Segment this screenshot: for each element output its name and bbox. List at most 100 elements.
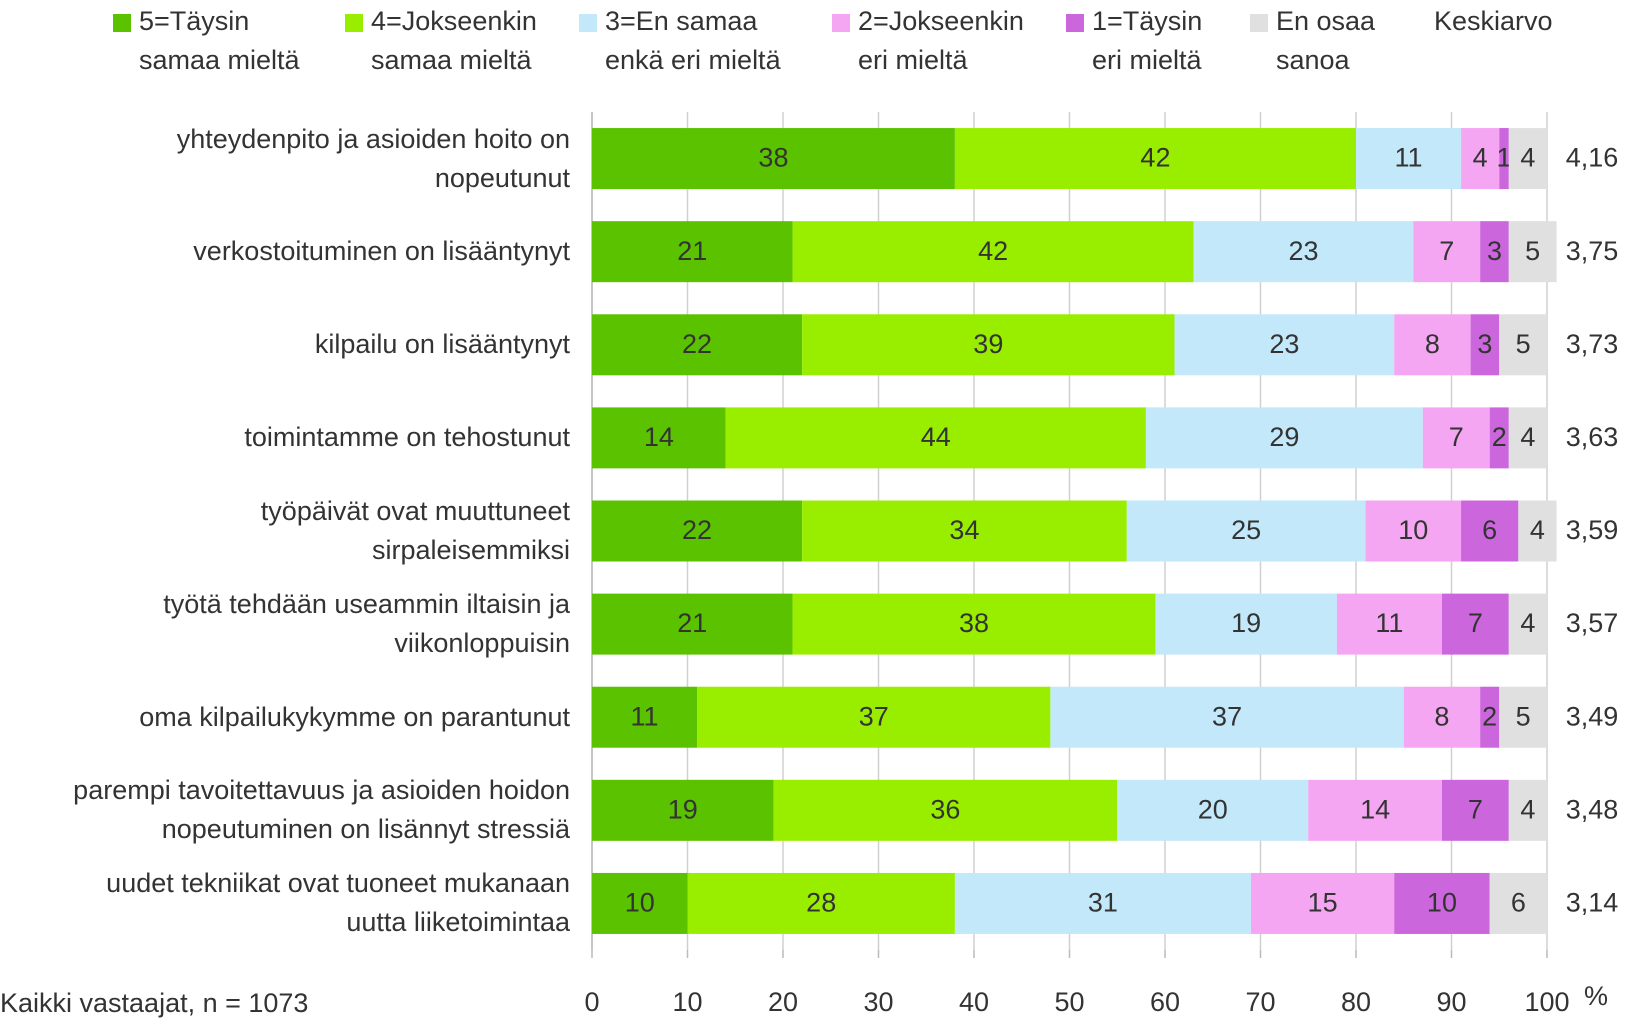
data-label: 4 (1520, 794, 1535, 824)
data-label: 37 (859, 701, 889, 731)
x-tick-label: 90 (1436, 987, 1466, 1017)
x-tick-label: 40 (959, 987, 989, 1017)
data-label: 39 (973, 329, 1003, 359)
bar-segment (592, 872, 688, 934)
data-label: 10 (1398, 515, 1428, 545)
data-label: 5 (1525, 236, 1540, 266)
data-label: 6 (1482, 515, 1497, 545)
average-label: 4,16 (1566, 143, 1619, 173)
y-tick-label: uudet tekniikat ovat tuoneet mukanaan uu… (106, 868, 570, 938)
bar-segment (592, 128, 955, 190)
data-label: 19 (1231, 608, 1261, 638)
data-label: 22 (682, 329, 712, 359)
bar-segment (1489, 872, 1547, 934)
average-label: 3,57 (1566, 608, 1619, 638)
data-label: 3 (1487, 236, 1502, 266)
bar-segment (1508, 779, 1547, 841)
bar-segment (725, 407, 1146, 469)
bar-segment (592, 221, 793, 283)
y-tick-label: kilpailu on lisääntynyt (314, 329, 570, 360)
data-label: 25 (1231, 515, 1261, 545)
bar-segment (792, 221, 1194, 283)
bar-segment (592, 407, 726, 469)
y-tick-label: yhteydenpito ja asioiden hoito on nopeut… (176, 123, 570, 193)
bar-segment (1308, 779, 1442, 841)
x-tick-label: 60 (1150, 987, 1180, 1017)
bar-segment (1356, 128, 1462, 190)
bar-segment (1050, 686, 1404, 748)
data-label: 44 (921, 422, 951, 452)
bar-segment (1155, 593, 1337, 655)
average-label: 3,14 (1566, 888, 1619, 918)
data-label: 22 (682, 515, 712, 545)
data-label: 4 (1520, 608, 1535, 638)
legend-swatch (1250, 14, 1268, 32)
data-label: 20 (1198, 794, 1228, 824)
legend-swatch (345, 14, 363, 32)
bar-segment (1518, 500, 1557, 562)
data-label: 42 (978, 236, 1008, 266)
bar-segment (802, 314, 1175, 376)
bar-segment (1489, 407, 1509, 469)
bar-segment (1441, 593, 1509, 655)
average-label: 3,59 (1566, 515, 1619, 545)
data-label: 38 (758, 143, 788, 173)
bar-segment (1461, 500, 1519, 562)
data-label: 5 (1516, 701, 1531, 731)
bar-segment (954, 872, 1251, 934)
x-unit: % (1584, 981, 1608, 1011)
data-label: 23 (1269, 329, 1299, 359)
average-label: 3,48 (1566, 794, 1619, 824)
average-label: 3,73 (1566, 329, 1619, 359)
bar-segment (1394, 314, 1471, 376)
legend-entry: 4=Jokseenkin samaa mieltä (345, 2, 537, 80)
bar-segment (954, 128, 1356, 190)
bar-segment (592, 779, 774, 841)
bar-segment (1441, 779, 1509, 841)
bar-segment (1422, 407, 1490, 469)
x-tick-label: 100 (1524, 987, 1569, 1017)
data-label: 7 (1449, 422, 1464, 452)
bar-segment (1403, 686, 1481, 748)
bar-segment (1499, 128, 1509, 190)
data-label: 1 (1497, 143, 1512, 173)
data-label: 31 (1088, 888, 1118, 918)
data-label: 4 (1530, 515, 1545, 545)
x-tick-label: 20 (768, 987, 798, 1017)
data-label: 38 (959, 608, 989, 638)
data-label: 21 (677, 236, 707, 266)
average-label: 3,49 (1566, 701, 1619, 731)
legend-entry: 3=En samaa enkä eri mieltä (579, 2, 781, 80)
legend-swatch (832, 14, 850, 32)
data-label: 8 (1425, 329, 1440, 359)
data-label: 2 (1492, 422, 1507, 452)
bar-segment (1499, 686, 1547, 748)
data-label: 8 (1434, 701, 1449, 731)
average-label: 3,63 (1566, 422, 1619, 452)
bar-segment (592, 500, 803, 562)
data-label: 14 (1360, 794, 1390, 824)
bar-segment (1508, 221, 1557, 283)
data-label: 37 (1212, 701, 1242, 731)
x-tick-label: 10 (672, 987, 702, 1017)
bar-segment (773, 779, 1118, 841)
bar-segment (1126, 500, 1366, 562)
bar-segment (1145, 407, 1423, 469)
data-label: 3 (1477, 329, 1492, 359)
legend-entry: En osaa sanoa (1250, 2, 1375, 80)
bar-segment (592, 686, 698, 748)
bar-segment (1394, 872, 1490, 934)
data-label: 4 (1520, 422, 1535, 452)
bar-segment (1499, 314, 1547, 376)
data-label: 15 (1308, 888, 1338, 918)
bar-segment (1413, 221, 1481, 283)
data-label: 28 (806, 888, 836, 918)
legend-entry: 1=Täysin eri mieltä (1066, 2, 1202, 80)
data-label: 36 (930, 794, 960, 824)
bar-segment (1470, 314, 1500, 376)
data-label: 7 (1468, 608, 1483, 638)
data-label: 11 (1375, 608, 1403, 638)
bar-segment (1336, 593, 1442, 655)
bar-segment (802, 500, 1127, 562)
